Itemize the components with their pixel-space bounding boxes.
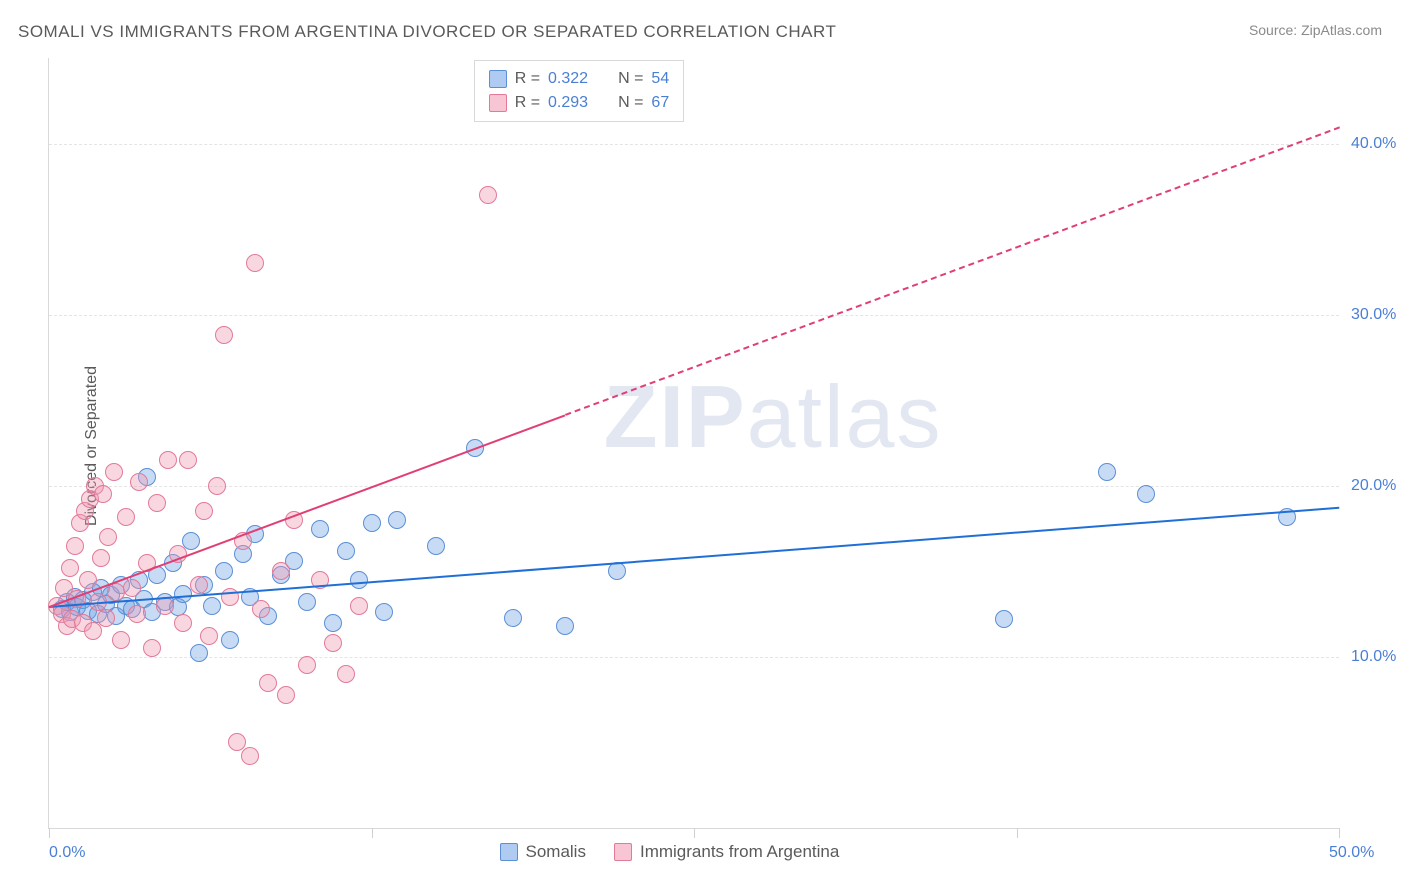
scatter-point-argentina <box>97 609 115 627</box>
scatter-point-argentina <box>105 463 123 481</box>
scatter-point-argentina <box>272 562 290 580</box>
scatter-point-somalis <box>324 614 342 632</box>
scatter-point-somalis <box>215 562 233 580</box>
correlation-legend: R = 0.322 N = 54 R = 0.293 N = 67 <box>474 60 685 122</box>
scatter-point-argentina <box>174 614 192 632</box>
x-tick <box>1339 828 1340 838</box>
scatter-point-argentina <box>112 631 130 649</box>
x-min-label: 0.0% <box>49 844 85 862</box>
legend-swatch <box>489 94 507 112</box>
legend-swatch <box>489 70 507 88</box>
watermark-bold: ZIP <box>604 367 747 466</box>
x-tick <box>372 828 373 838</box>
y-tick-label: 10.0% <box>1351 648 1396 666</box>
scatter-point-argentina <box>215 326 233 344</box>
x-max-label: 50.0% <box>1329 844 1389 862</box>
x-tick <box>49 828 50 838</box>
scatter-point-argentina <box>128 605 146 623</box>
scatter-point-argentina <box>179 451 197 469</box>
scatter-point-somalis <box>298 593 316 611</box>
legend-swatch <box>500 843 518 861</box>
scatter-point-argentina <box>94 485 112 503</box>
scatter-point-argentina <box>252 600 270 618</box>
scatter-point-argentina <box>479 186 497 204</box>
scatter-point-argentina <box>246 254 264 272</box>
scatter-point-argentina <box>298 656 316 674</box>
r-label: R = <box>515 91 540 115</box>
scatter-point-somalis <box>375 603 393 621</box>
n-value: 67 <box>651 91 669 115</box>
n-label: N = <box>618 67 643 91</box>
scatter-point-argentina <box>159 451 177 469</box>
scatter-point-argentina <box>324 634 342 652</box>
scatter-point-argentina <box>241 747 259 765</box>
gridline <box>49 657 1339 658</box>
scatter-point-somalis <box>221 631 239 649</box>
scatter-point-argentina <box>200 627 218 645</box>
y-tick-label: 40.0% <box>1351 135 1396 153</box>
n-label: N = <box>618 91 643 115</box>
legend-row: R = 0.293 N = 67 <box>489 91 670 115</box>
scatter-point-argentina <box>79 571 97 589</box>
gridline <box>49 144 1339 145</box>
scatter-point-argentina <box>123 579 141 597</box>
legend-entry: Immigrants from Argentina <box>614 842 839 862</box>
series-legend: Somalis Immigrants from Argentina <box>500 842 840 862</box>
y-tick-label: 30.0% <box>1351 306 1396 324</box>
scatter-point-argentina <box>61 559 79 577</box>
scatter-point-argentina <box>277 686 295 704</box>
scatter-point-somalis <box>203 597 221 615</box>
x-tick <box>1017 828 1018 838</box>
scatter-point-argentina <box>92 549 110 567</box>
scatter-point-somalis <box>350 571 368 589</box>
r-value: 0.293 <box>548 91 588 115</box>
r-value: 0.322 <box>548 67 588 91</box>
scatter-point-somalis <box>388 511 406 529</box>
scatter-point-argentina <box>259 674 277 692</box>
legend-row: R = 0.322 N = 54 <box>489 67 670 91</box>
scatter-point-somalis <box>1137 485 1155 503</box>
scatter-point-argentina <box>350 597 368 615</box>
scatter-point-argentina <box>84 622 102 640</box>
source-attribution: Source: ZipAtlas.com <box>1249 22 1382 38</box>
scatter-point-somalis <box>608 562 626 580</box>
scatter-point-argentina <box>337 665 355 683</box>
scatter-point-somalis <box>556 617 574 635</box>
scatter-point-argentina <box>130 473 148 491</box>
scatter-plot-area: ZIPatlas 10.0%20.0%30.0%40.0%0.0%50.0% <box>48 58 1339 829</box>
watermark-rest: atlas <box>747 367 943 466</box>
scatter-point-somalis <box>311 520 329 538</box>
scatter-point-somalis <box>363 514 381 532</box>
y-tick-label: 20.0% <box>1351 477 1396 495</box>
x-tick <box>694 828 695 838</box>
scatter-point-argentina <box>148 494 166 512</box>
scatter-point-somalis <box>995 610 1013 628</box>
scatter-point-somalis <box>182 532 200 550</box>
scatter-point-argentina <box>66 537 84 555</box>
n-value: 54 <box>651 67 669 91</box>
legend-entry: Somalis <box>500 842 586 862</box>
scatter-point-argentina <box>117 508 135 526</box>
scatter-point-argentina <box>208 477 226 495</box>
gridline <box>49 315 1339 316</box>
scatter-point-somalis <box>1098 463 1116 481</box>
scatter-point-argentina <box>99 528 117 546</box>
trendline <box>565 126 1340 415</box>
chart-title: SOMALI VS IMMIGRANTS FROM ARGENTINA DIVO… <box>18 22 836 42</box>
scatter-point-argentina <box>190 576 208 594</box>
scatter-point-argentina <box>143 639 161 657</box>
legend-swatch <box>614 843 632 861</box>
legend-label: Somalis <box>526 842 586 862</box>
scatter-point-somalis <box>337 542 355 560</box>
scatter-point-somalis <box>190 644 208 662</box>
scatter-point-somalis <box>504 609 522 627</box>
r-label: R = <box>515 67 540 91</box>
scatter-point-somalis <box>427 537 445 555</box>
legend-label: Immigrants from Argentina <box>640 842 839 862</box>
scatter-point-argentina <box>195 502 213 520</box>
